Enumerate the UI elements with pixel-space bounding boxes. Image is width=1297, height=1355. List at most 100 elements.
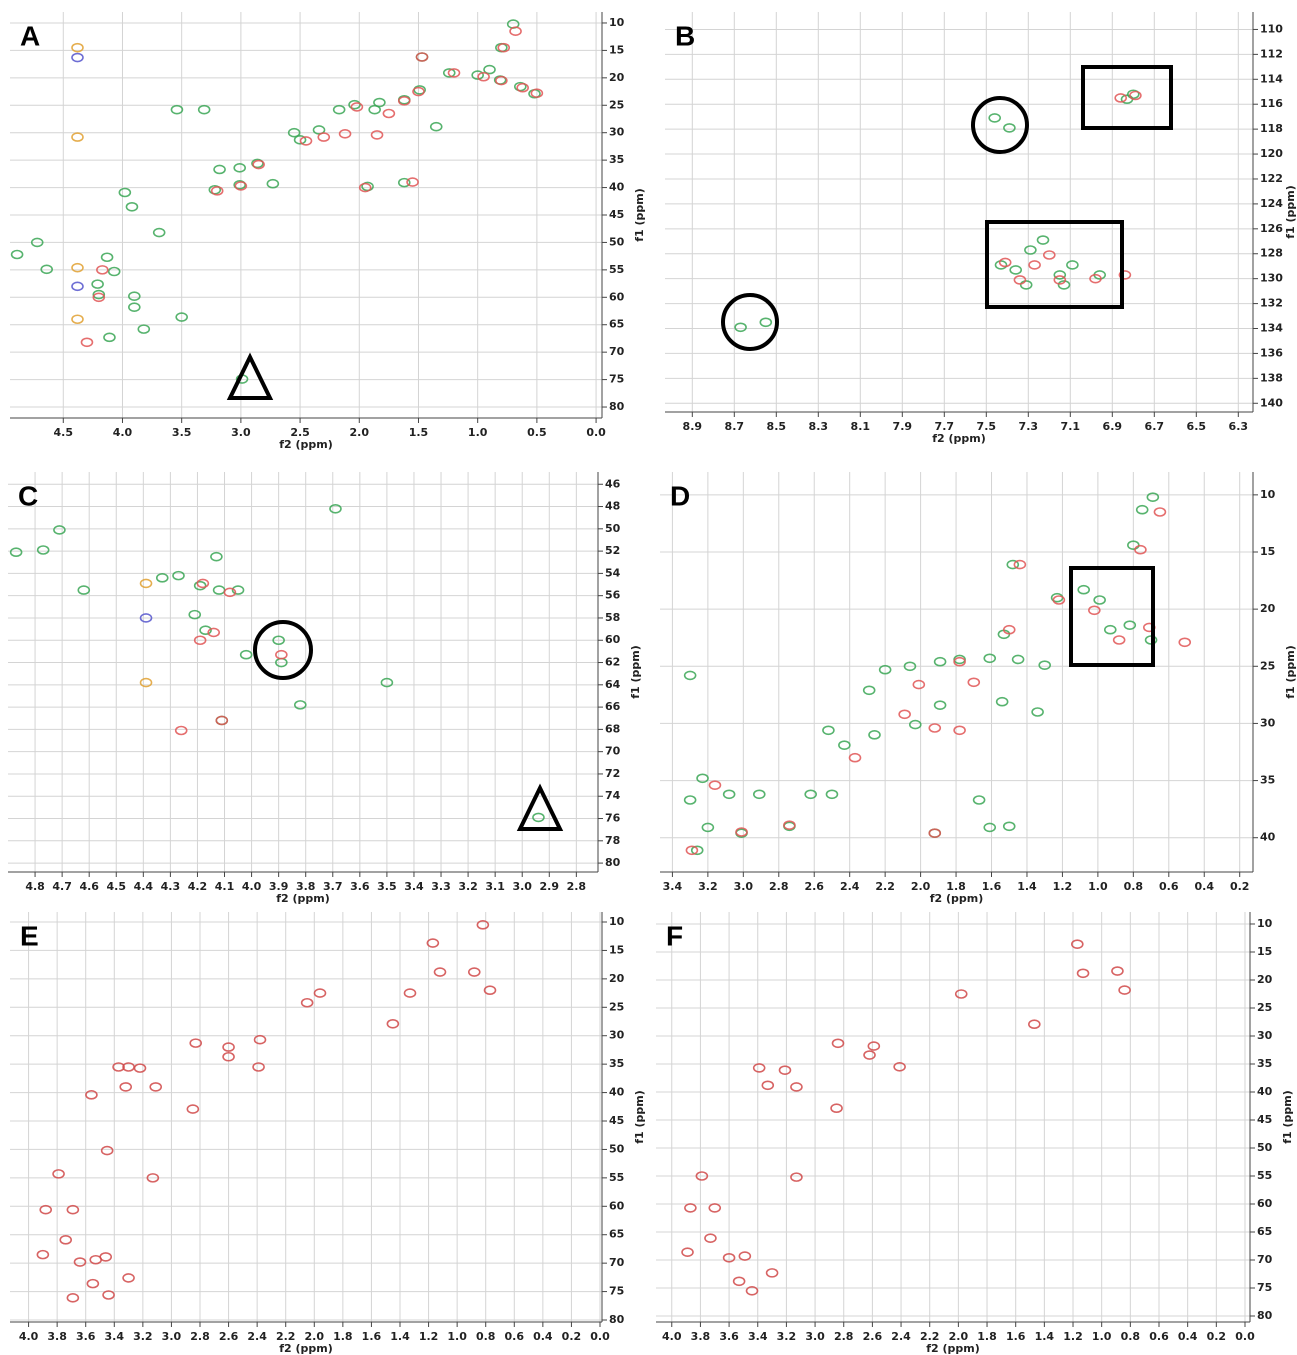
x-tick-label: 8.5 [767,420,787,433]
y-tick-label: 35 [1257,1057,1272,1070]
peak [968,678,979,686]
x-tick-label: 3.0 [734,880,754,893]
circle-marker [255,622,311,678]
peak [41,265,52,273]
x-tick-label: 4.2 [188,880,208,893]
y-tick-label: 65 [609,318,624,331]
y-tick-label: 66 [605,700,621,713]
y-tick-label: 80 [609,1313,625,1326]
y-tick-label: 64 [605,678,621,691]
peak [974,796,985,804]
peak [211,553,222,561]
peak [832,1039,843,1047]
y-tick-label: 30 [1257,1029,1273,1042]
y-tick-label: 70 [605,745,621,758]
peak [72,264,83,272]
y-axis-title: f1 (ppm) [1284,645,1297,699]
peak [199,106,210,114]
x-tick-label: 4.0 [662,1330,682,1343]
y-tick-label: 72 [605,767,620,780]
x-tick-label: 0.2 [1230,880,1250,893]
x-tick-label: 3.4 [748,1330,768,1343]
panel: 8.98.78.58.38.17.97.77.57.37.16.96.76.56… [665,12,1297,445]
peak [868,1042,879,1050]
x-tick-label: 2.4 [891,1330,911,1343]
y-tick-label: 20 [1260,602,1276,615]
x-tick-label: 2.2 [875,880,895,893]
peak [189,611,200,619]
x-tick-label: 0.0 [1235,1330,1255,1343]
peak [214,165,225,173]
y-tick-label: 78 [605,834,620,847]
y-tick-label: 60 [609,1199,625,1212]
x-tick-label: 2.6 [219,1330,239,1343]
x-tick-label: 3.1 [485,880,505,893]
x-tick-label: 4.4 [134,880,154,893]
peak [1044,251,1055,259]
y-tick-label: 15 [1257,945,1272,958]
peak [176,726,187,734]
y-tick-label: 50 [1257,1141,1273,1154]
peak [1154,508,1165,516]
peak [330,505,341,513]
peak [1004,822,1015,830]
x-tick-label: 1.5 [409,426,429,439]
y-tick-label: 70 [1257,1253,1273,1266]
peak [53,1170,64,1178]
peak [1010,266,1021,274]
peak [387,1020,398,1028]
y-tick-label: 138 [1260,371,1283,384]
peak [100,1253,111,1261]
peak [138,325,149,333]
y-tick-label: 30 [1260,716,1276,729]
peak [241,651,252,659]
x-tick-label: 8.1 [851,420,871,433]
y-tick-label: 62 [605,656,620,669]
peak [102,1147,113,1155]
x-tick-label: 1.0 [468,426,488,439]
x-tick-label: 0.4 [1178,1330,1198,1343]
y-tick-label: 80 [1257,1309,1273,1322]
y-tick-label: 25 [609,98,624,111]
x-tick-label: 3.6 [350,880,370,893]
y-tick-label: 75 [609,1285,624,1298]
figure: 4.54.03.53.02.52.01.51.00.50.01015202530… [0,0,1297,1355]
x-tick-label: 4.3 [161,880,181,893]
peak [405,989,416,997]
peak [431,123,442,131]
peak [187,1105,198,1113]
y-tick-label: 68 [605,722,620,735]
peak [234,164,245,172]
peak [826,790,837,798]
y-tick-label: 10 [609,16,625,29]
peak [682,1248,693,1256]
peak [850,754,861,762]
peak [141,679,152,687]
x-tick-label: 6.9 [1103,420,1123,433]
x-tick-label: 3.2 [133,1330,153,1343]
y-tick-label: 45 [1257,1113,1272,1126]
y-tick-label: 60 [609,290,625,303]
peak [216,716,227,724]
peak [315,989,326,997]
y-tick-label: 25 [1260,659,1275,672]
x-tick-label: 4.5 [54,426,74,439]
x-tick-label: 2.4 [247,1330,267,1343]
y-tick-label: 30 [609,1029,625,1042]
y-tick-label: 10 [1257,917,1273,930]
panel: 4.84.74.64.54.44.34.24.14.03.93.83.73.63… [8,472,642,905]
y-tick-label: 65 [609,1228,624,1241]
y-tick-label: 60 [605,633,621,646]
y-tick-label: 55 [1257,1169,1272,1182]
y-tick-label: 35 [609,1057,624,1070]
box-marker [1083,67,1171,128]
y-tick-label: 124 [1260,197,1283,210]
peak [864,1051,875,1059]
peak [54,526,65,534]
peak [72,133,83,141]
x-tick-label: 8.9 [683,420,703,433]
x-tick-label: 4.7 [52,880,72,893]
peak [685,796,696,804]
peak [685,671,696,679]
y-tick-label: 110 [1260,22,1283,35]
